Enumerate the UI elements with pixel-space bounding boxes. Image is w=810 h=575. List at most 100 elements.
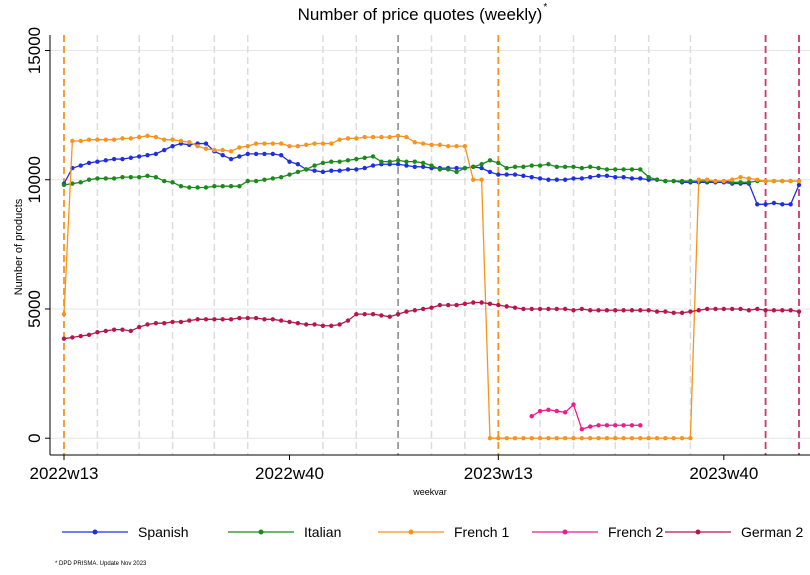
data-point [111, 327, 117, 332]
data-point [404, 309, 409, 314]
data-point [145, 173, 150, 179]
data-point [596, 423, 601, 428]
data-point [562, 436, 568, 441]
footnote: * DPD PRISMA. Update Nov 2023 [55, 561, 147, 567]
data-point [521, 164, 526, 170]
data-point [187, 185, 192, 190]
data-point [78, 163, 83, 168]
data-point [763, 178, 768, 184]
data-point [287, 319, 292, 325]
data-point [278, 152, 284, 158]
data-point [120, 174, 125, 180]
data-point [262, 177, 267, 182]
data-point [446, 302, 451, 308]
data-point [529, 174, 534, 180]
data-point [471, 177, 476, 182]
data-point [729, 177, 735, 182]
data-point [86, 177, 92, 182]
data-point [496, 160, 501, 166]
data-point [320, 141, 326, 146]
data-point [370, 154, 376, 159]
data-point [379, 134, 384, 140]
data-point [337, 137, 342, 142]
data-point [220, 184, 225, 189]
data-point [412, 164, 417, 170]
data-point [128, 155, 134, 160]
data-point [195, 143, 200, 149]
legend-marker [92, 529, 98, 535]
data-point [278, 141, 284, 146]
data-point [546, 407, 551, 412]
data-point [788, 178, 793, 184]
data-point [521, 173, 526, 179]
data-point [504, 165, 509, 171]
data-point [237, 315, 242, 321]
legend-label: German 2 [741, 524, 803, 540]
data-point [487, 169, 493, 175]
data-point [671, 310, 676, 316]
x-axis-label: weekvar [412, 487, 447, 497]
data-point [295, 320, 301, 326]
data-point [362, 311, 367, 317]
data-point [704, 306, 710, 312]
data-point [237, 154, 242, 159]
data-point [320, 323, 326, 328]
data-point [337, 159, 342, 164]
data-point [262, 151, 267, 157]
data-point [755, 306, 760, 312]
data-point [95, 176, 100, 181]
data-point [537, 163, 543, 168]
data-point [780, 178, 785, 184]
data-point [462, 143, 468, 149]
data-point [320, 169, 326, 175]
data-point [103, 176, 108, 181]
data-point [621, 167, 626, 172]
data-point [788, 308, 793, 313]
data-point [796, 182, 802, 188]
data-point [420, 141, 426, 146]
data-point [629, 167, 635, 172]
data-point [337, 168, 342, 173]
data-point [554, 306, 559, 312]
data-point [387, 134, 392, 140]
data-point [479, 177, 484, 182]
y-tick-label: 0 [25, 433, 44, 442]
data-point [295, 162, 301, 167]
data-point [771, 200, 777, 206]
data-point [587, 308, 593, 313]
x-tick-label: 2023w13 [464, 464, 533, 483]
data-point [120, 327, 125, 332]
data-point [128, 328, 134, 334]
data-point [663, 436, 668, 441]
data-point [203, 141, 209, 146]
data-point [454, 165, 459, 171]
data-point [613, 436, 618, 441]
data-point [145, 322, 150, 327]
chart-title: Number of price quotes (weekly) [298, 5, 543, 24]
data-point [228, 184, 234, 189]
data-point [604, 167, 610, 172]
data-point [203, 146, 209, 151]
data-point [354, 156, 359, 162]
data-point [504, 172, 509, 177]
data-point [111, 176, 117, 181]
data-point [738, 180, 743, 185]
data-point [654, 436, 660, 441]
data-point [203, 317, 209, 322]
data-point [128, 136, 134, 141]
data-point [412, 159, 417, 164]
data-point [70, 181, 75, 186]
data-point [479, 300, 484, 305]
data-point [755, 202, 760, 207]
data-point [771, 178, 777, 184]
data-point [529, 306, 534, 312]
data-point [638, 436, 643, 441]
data-point [178, 184, 184, 189]
data-point [721, 178, 727, 184]
data-point [362, 134, 367, 140]
data-point [688, 309, 693, 314]
data-point [571, 436, 576, 441]
data-point [329, 323, 334, 328]
legend-label: French 2 [608, 524, 663, 540]
